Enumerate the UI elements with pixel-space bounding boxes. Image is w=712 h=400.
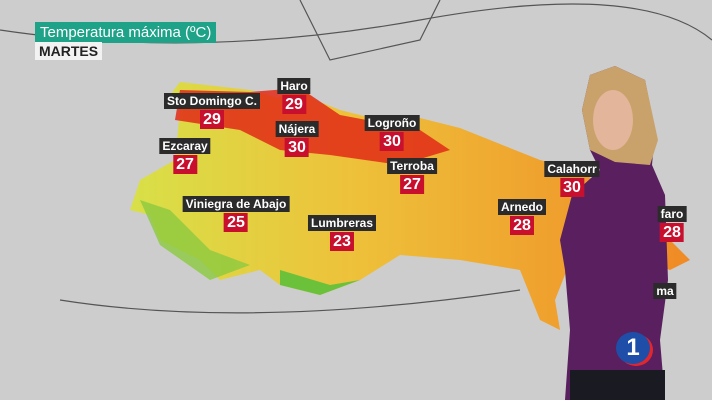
city-viniegra: Viniegra de Abajo 25 (182, 195, 290, 232)
city-partial: ma (653, 282, 677, 300)
city-name: Logroño (364, 115, 420, 131)
city-name: ma (653, 283, 677, 299)
city-temp: 28 (510, 216, 534, 235)
city-temp: 30 (380, 132, 404, 151)
city-temp: 27 (173, 155, 197, 174)
city-calahorra: Calahorr 30 (544, 160, 600, 197)
city-alfaro: faro 28 (657, 205, 687, 242)
day-label: MARTES (35, 42, 103, 60)
city-name: Haro (277, 78, 311, 94)
city-temp: 29 (200, 110, 224, 129)
city-name: Calahorr (544, 161, 600, 177)
city-logrono: Logroño 30 (364, 114, 420, 151)
city-name: Sto Domingo C. (164, 93, 260, 109)
city-sto-domingo: Sto Domingo C. 29 (164, 92, 260, 129)
city-name: Ezcaray (159, 138, 211, 154)
city-temp: 25 (224, 213, 248, 232)
city-haro: Haro 29 (277, 77, 311, 114)
city-name: faro (657, 206, 687, 222)
city-name: Arnedo (498, 199, 546, 215)
city-name: Nájera (275, 121, 319, 137)
city-lumbreras: Lumbreras 23 (307, 214, 377, 251)
city-name: Viniegra de Abajo (182, 196, 290, 212)
city-terroba: Terroba 27 (387, 157, 437, 194)
tve1-logo: 1 (616, 332, 650, 364)
city-najera: Nájera 30 (275, 120, 319, 157)
city-arnedo: Arnedo 28 (498, 198, 546, 235)
city-temp: 29 (282, 95, 306, 114)
city-temp: 27 (400, 175, 424, 194)
city-ezcaray: Ezcaray 27 (159, 137, 211, 174)
city-name: Terroba (387, 158, 437, 174)
city-temp: 28 (660, 223, 684, 242)
city-temp: 30 (285, 138, 309, 157)
city-temp: 23 (330, 232, 354, 251)
city-temp: 30 (560, 178, 584, 197)
map-title: Temperatura máxima (ºC) (35, 22, 217, 43)
city-name: Lumbreras (307, 215, 377, 231)
